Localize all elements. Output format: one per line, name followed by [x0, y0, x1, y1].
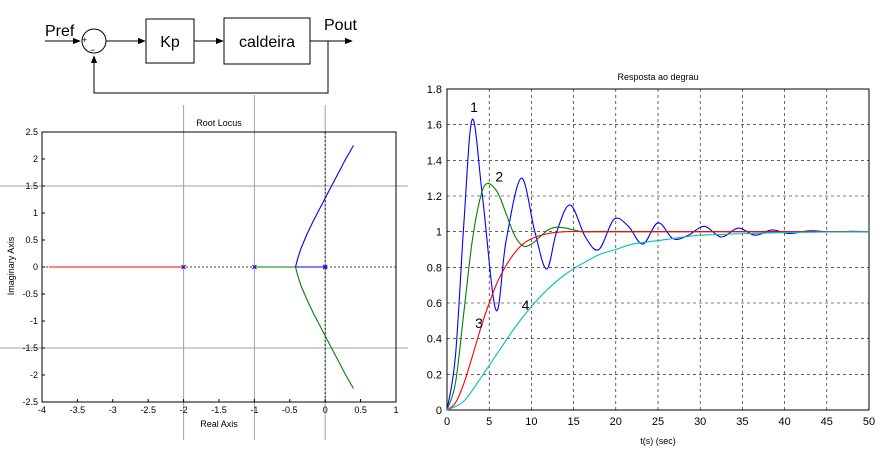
- step-response-xtick-label: 35: [736, 416, 748, 428]
- root-locus-xtick-label: -2: [180, 405, 188, 415]
- sum-plus-sign: +: [82, 35, 87, 45]
- root-locus-ytick-label: 0.5: [25, 235, 38, 245]
- step-response-ytick-label: 0.8: [427, 262, 442, 274]
- root-locus-branch: [294, 145, 354, 268]
- step-response-axes: [446, 88, 870, 411]
- step-response-ytick-label: 1.6: [427, 120, 442, 132]
- gain-block: [145, 18, 195, 64]
- step-response-curve-3: [446, 231, 869, 411]
- step-response-xtick-label: 40: [778, 416, 790, 428]
- step-response-xtick-label: 10: [525, 416, 537, 428]
- step-response-xtick-label: 0: [444, 416, 450, 428]
- step-response-curve-label: 4: [522, 297, 530, 313]
- root-locus-series: [49, 145, 354, 389]
- root-locus-pole-marker: [322, 264, 328, 270]
- root-locus-ticks: -4 -3.5 -3 -2.5 -2 -1.5 -1 -0.5 0 0.5 1 2.5 2 1.5 1 0.5…: [22, 127, 398, 415]
- step-response-xtick-label: 30: [694, 416, 706, 428]
- plant-block-label: caldeira: [239, 34, 295, 51]
- root-locus-ytick-label: 2: [33, 154, 38, 164]
- input-label: Pref: [45, 23, 75, 40]
- gain-block-label: Kp: [160, 34, 180, 51]
- step-response-ytick-label: 0.6: [427, 298, 442, 310]
- root-locus-ytick-label: -1.5: [22, 343, 38, 353]
- step-response-ytick-label: 1.8: [427, 84, 442, 96]
- root-locus-title: Root Locus: [196, 118, 242, 128]
- root-locus-xtick-label: 0: [323, 405, 328, 415]
- step-response-xlabel: t(s) (sec): [640, 436, 676, 446]
- step-response-ytick-label: 0.2: [427, 369, 442, 381]
- step-response-xtick-label: 25: [652, 416, 664, 428]
- root-locus-xtick-label: -0.5: [282, 405, 298, 415]
- root-locus-xtick-label: -3.5: [70, 405, 86, 415]
- root-locus-xtick-label: -3: [109, 405, 117, 415]
- step-response-series: [446, 118, 870, 411]
- root-locus-xtick-label: 0.5: [354, 405, 367, 415]
- sum-minus-sign: −: [90, 45, 95, 55]
- root-locus-ylabel: Imaginary Axis: [6, 236, 16, 295]
- root-locus-plot: Root Locus Real Axis Imaginary Axis -4 -3…: [0, 95, 408, 440]
- root-locus-xtick-label: -4: [38, 405, 46, 415]
- root-locus-xtick-label: -1.5: [211, 405, 227, 415]
- step-response-xtick-label: 15: [567, 416, 579, 428]
- root-locus-ytick-label: 2.5: [25, 127, 38, 137]
- step-response-ytick-label: 0.4: [427, 334, 442, 346]
- root-locus-ytick-label: 1: [33, 208, 38, 218]
- root-locus-ytick-label: -2: [30, 370, 38, 380]
- step-response-ticks: 0 5 10 15 20 25 30 35 40 45 50 0 0.2 0.4 0.6 0.8 1 1.2 1.4…: [427, 84, 875, 428]
- step-response-curve-label: 2: [495, 169, 503, 185]
- step-response-ytick-label: 1.4: [427, 155, 442, 167]
- step-response-ytick-label: 0: [436, 405, 442, 417]
- step-response-curve-4: [446, 231, 870, 411]
- step-response-curve-label: 3: [475, 315, 483, 331]
- root-locus-xtick-label: -1: [250, 405, 258, 415]
- step-response-title: Resposta ao degrau: [617, 72, 698, 82]
- root-locus-ytick-label: 0: [33, 262, 38, 272]
- root-locus-ytick-label: 1.5: [25, 181, 38, 191]
- root-locus-xtick-label: -2.5: [140, 405, 156, 415]
- root-locus-poles: [181, 264, 328, 270]
- step-response-plot: Resposta ao degrau t(s) (sec) 0 5 10 15 20 25…: [427, 72, 875, 446]
- root-locus-branch: [294, 266, 354, 389]
- step-response-xtick-label: 20: [610, 416, 622, 428]
- step-response-xtick-label: 5: [486, 416, 492, 428]
- step-response-ytick-label: 1: [436, 227, 442, 239]
- root-locus-pole-marker: [252, 264, 257, 270]
- feedback-path: [90, 41, 329, 94]
- root-locus-ytick-label: -0.5: [22, 289, 38, 299]
- block-diagram: Pref + − Kp caldeira Pout: [45, 17, 357, 94]
- root-locus-ytick-label: -1: [30, 316, 38, 326]
- step-response-curve-label: 1: [470, 99, 478, 115]
- root-locus-xlabel: Real Axis: [200, 419, 238, 429]
- root-locus-xtick-label: 1: [393, 405, 398, 415]
- step-response-series-labels: 1 2 3 4: [470, 99, 529, 331]
- root-locus-pole-marker: [181, 264, 186, 270]
- root-locus-ytick-label: -2.5: [22, 397, 38, 407]
- step-response-xtick-label: 45: [821, 416, 833, 428]
- step-response-ytick-label: 1.2: [427, 191, 442, 203]
- output-label: Pout: [324, 17, 357, 34]
- step-response-xtick-label: 50: [863, 416, 875, 428]
- step-response-curve-1: [446, 118, 870, 411]
